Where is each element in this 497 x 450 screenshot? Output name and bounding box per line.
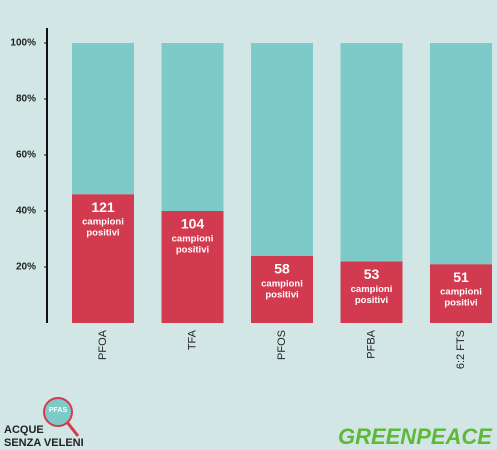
sample-label: positivi (355, 295, 388, 306)
bar-segment (340, 261, 403, 323)
y-tick-label: 80% (16, 94, 36, 105)
sample-count: 104 (181, 216, 205, 232)
sample-label: positivi (86, 228, 119, 239)
x-tick-label: 6:2 FTS (455, 330, 467, 369)
sample-label: campioni (172, 234, 214, 245)
logo-badge-text: PFAS (49, 407, 68, 414)
logo-line: SENZA VELENI (4, 437, 84, 449)
bar-segment (161, 43, 224, 211)
logo-line: ACQUE (4, 424, 44, 436)
bar-segment (430, 43, 492, 265)
sample-label: positivi (176, 245, 209, 256)
sample-count: 121 (91, 199, 115, 215)
bar-segment (251, 255, 313, 323)
sample-label: campioni (351, 284, 393, 295)
bar-segment (161, 211, 224, 323)
y-tick-label: 100% (10, 38, 36, 49)
bar-segment (340, 43, 403, 262)
bar-segment (251, 43, 313, 256)
sample-label: positivi (265, 289, 298, 300)
x-tick-label: TFA (186, 329, 198, 350)
bar-segment (72, 194, 134, 323)
sample-label: campioni (261, 278, 303, 289)
y-tick-label: 60% (16, 150, 36, 161)
campaign-logo: PFAS ACQUE SENZA VELENI (4, 397, 84, 449)
sample-label: positivi (444, 298, 477, 309)
bar-segment (72, 43, 134, 195)
x-tick-label: PFOA (97, 329, 109, 360)
sample-count: 58 (274, 261, 290, 277)
logo-badge (43, 397, 73, 427)
brand-logo: GREENPEACE (338, 424, 493, 449)
x-tick-label: PFOS (276, 330, 288, 360)
sample-label: campioni (440, 287, 482, 298)
y-tick-label: 40% (16, 206, 36, 217)
sample-label: campioni (82, 217, 124, 228)
sample-count: 51 (453, 269, 469, 285)
y-tick-label: 20% (16, 262, 36, 273)
sample-count: 53 (364, 266, 380, 282)
logo-handle (65, 421, 80, 437)
x-tick-label: PFBA (365, 329, 377, 358)
bar-segment (430, 264, 492, 323)
